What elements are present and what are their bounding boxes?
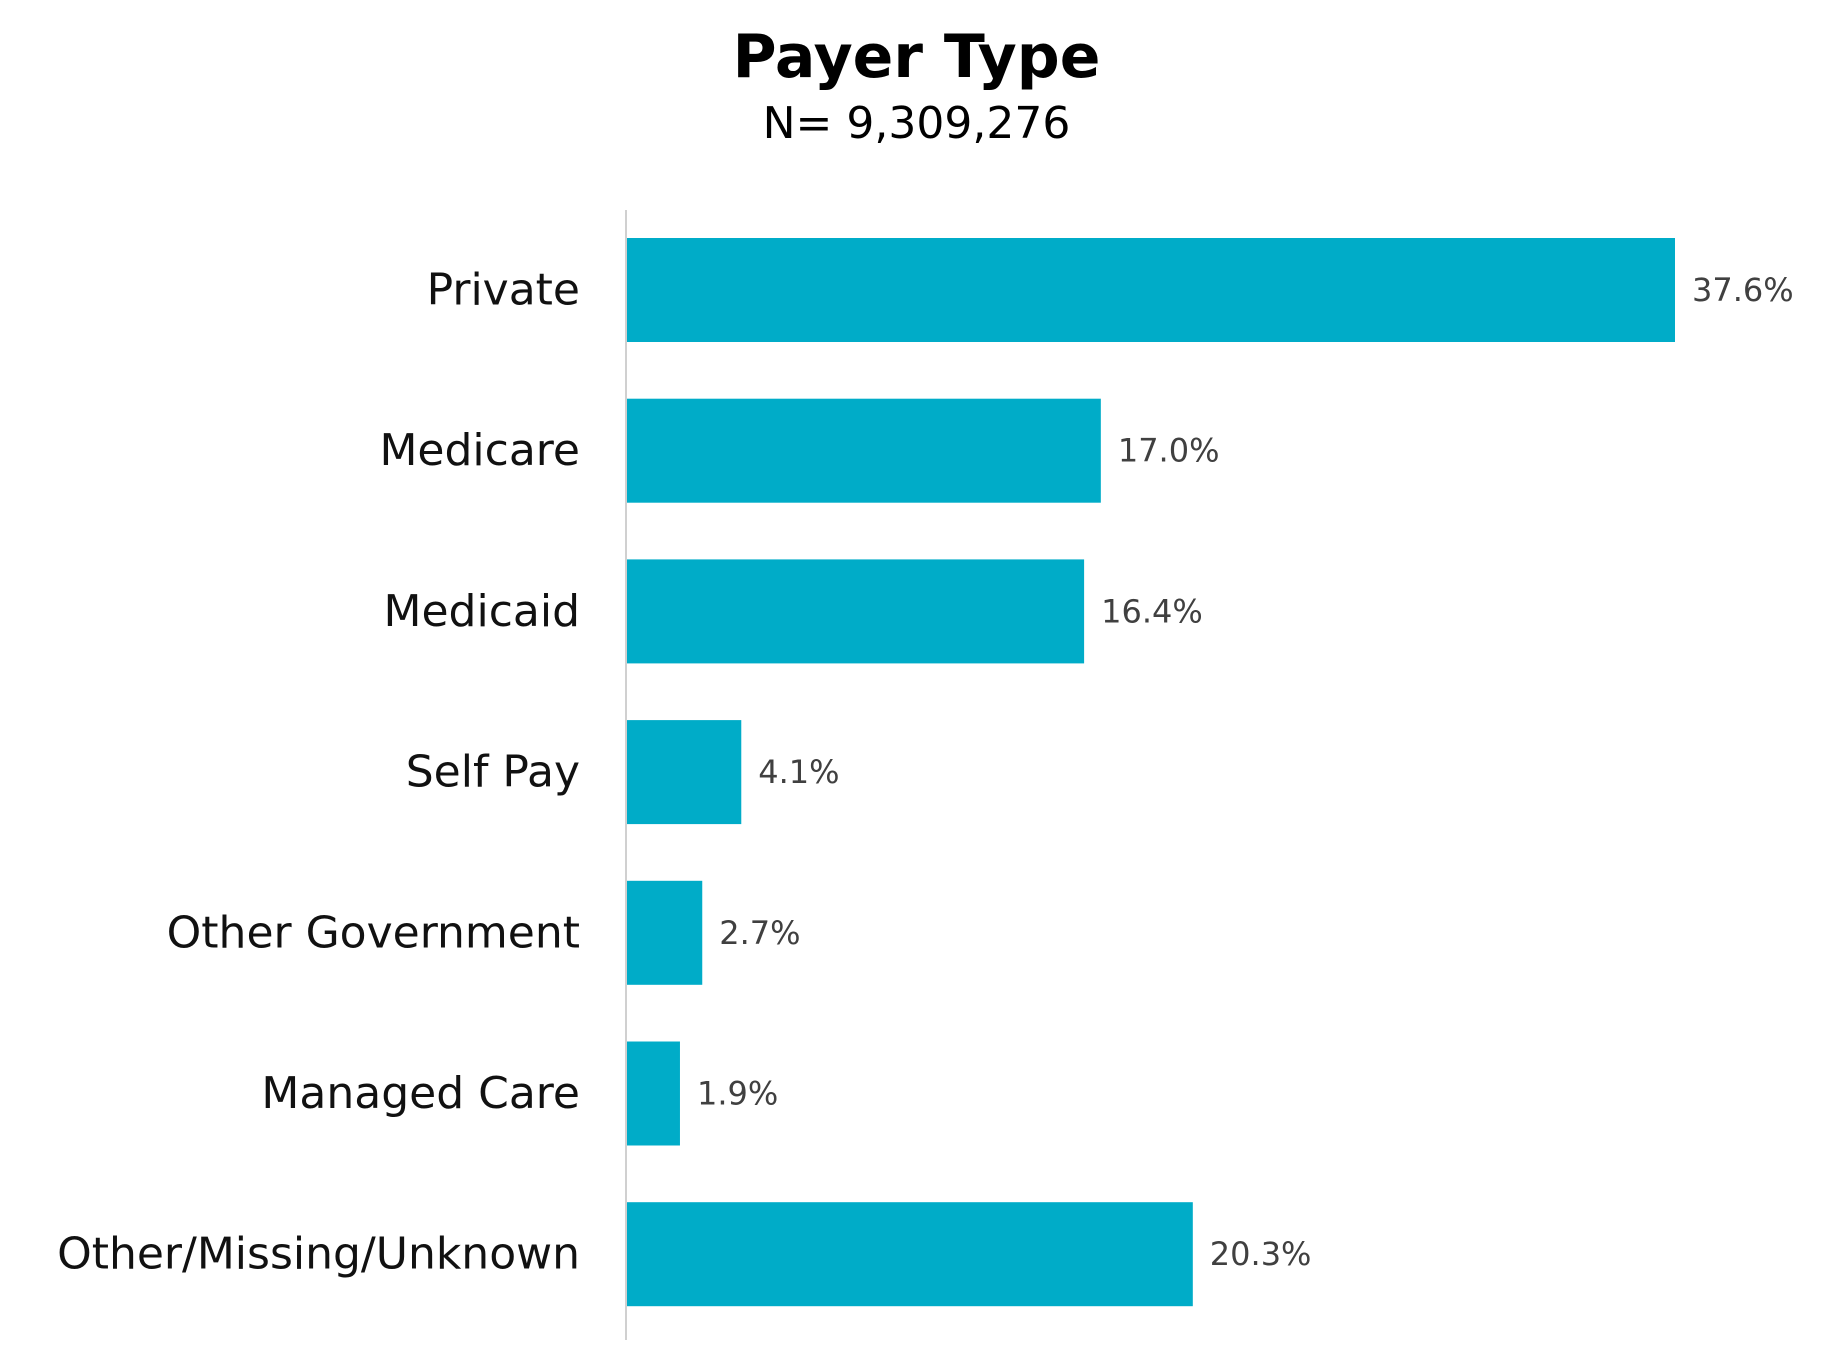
bar-managed-care	[627, 1041, 680, 1146]
chart-title: Payer Type	[732, 22, 1101, 92]
bar-medicare	[627, 398, 1101, 503]
bar-private	[627, 238, 1675, 342]
bar-other-government	[627, 880, 703, 985]
chart-subtitle: N= 9,309,276	[762, 98, 1071, 149]
bar-self-pay	[627, 720, 742, 825]
category-label: Private	[427, 265, 580, 316]
bar-other-missing-unknown	[627, 1202, 1193, 1307]
value-label: 17.0%	[1118, 432, 1220, 470]
value-label: 37.6%	[1692, 271, 1794, 309]
category-label: Other Government	[167, 907, 580, 958]
bar-medicaid	[627, 559, 1085, 664]
category-label: Self Pay	[406, 747, 580, 798]
category-label: Other/Missing/Unknown	[57, 1229, 580, 1280]
value-label: 1.9%	[697, 1075, 778, 1113]
bars-group: Private 37.6% Medicare 17.0% Medicaid 16.4% Se…	[57, 238, 1794, 1307]
value-label: 2.7%	[719, 914, 800, 952]
value-label: 16.4%	[1101, 592, 1203, 630]
category-label: Medicaid	[384, 586, 581, 637]
value-label: 20.3%	[1210, 1235, 1312, 1273]
category-label: Managed Care	[261, 1068, 580, 1119]
value-label: 4.1%	[758, 753, 839, 791]
category-label: Medicare	[379, 425, 580, 476]
